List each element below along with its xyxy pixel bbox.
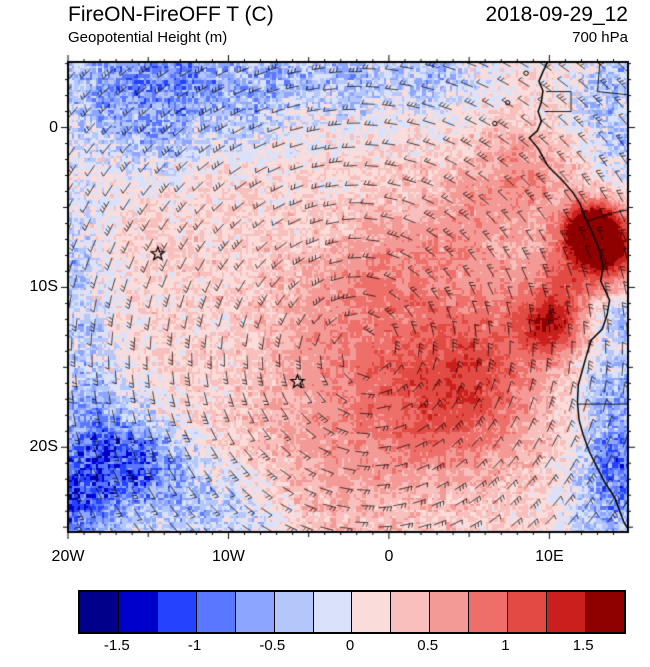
plot-subtitle: Geopotential Height (m) [68,29,228,46]
subtitle-row: Geopotential Height (m) 700 hPa [68,29,628,46]
colorbar-cell [508,592,548,632]
colorbar-cell [430,592,470,632]
colorbar-cell [118,592,158,632]
colorbar-tick-label: -1.5 [103,637,130,654]
map-canvas [54,48,642,546]
colorbar [78,590,626,634]
title-row: FireON-FireOFF T (C) 2018-09-29_12 [68,3,628,27]
colorbar-tick-label: 0 [345,637,355,654]
pressure-level-label: 700 hPa [572,29,628,46]
colorbar-cell [585,592,624,632]
colorbar-cell [313,592,353,632]
y-axis-tick-label: 0 [49,118,58,136]
colorbar-tick-label: 0.5 [417,637,439,654]
colorbar-cell [274,592,314,632]
colorbar-cell [196,592,236,632]
x-axis-tick-label: 10E [535,548,564,565]
colorbar-tick-label: -0.5 [259,637,286,654]
plot-title: FireON-FireOFF T (C) [68,3,274,26]
colorbar-tick-label: -1 [187,637,202,654]
colorbar-cell [391,592,431,632]
x-axis-tick-label: 10W [212,548,245,565]
colorbar-tick-label: 1 [501,637,510,654]
y-axis-tick-label: 20S [29,438,58,456]
x-axis-tick-label: 0 [384,548,394,565]
colorbar-cell [157,592,197,632]
colorbar-cell [547,592,586,632]
colorbar-cell [235,592,275,632]
y-axis-tick-label: 10S [29,278,58,296]
colorbar-tick-label: 1.5 [572,637,594,654]
colorbar-cell [352,592,392,632]
plot-datetime: 2018-09-29_12 [485,3,628,26]
x-axis-tick-label: 20W [51,548,85,565]
colorbar-cell [80,592,119,632]
colorbar-cell [469,592,509,632]
